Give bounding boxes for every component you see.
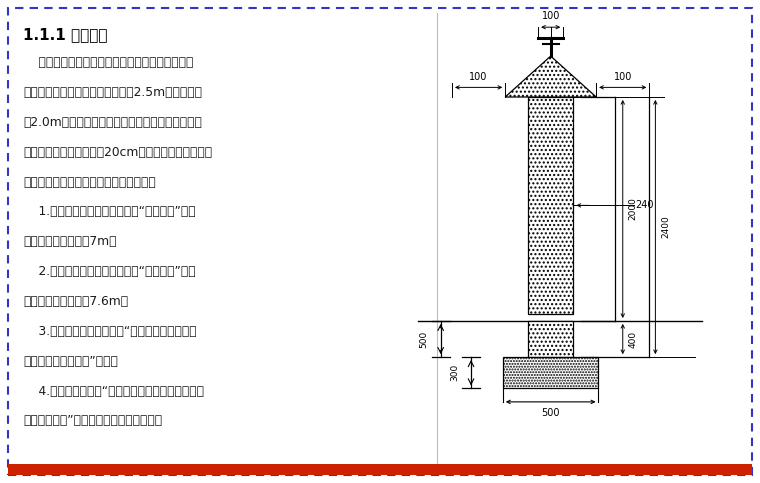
- Text: 1.牀小式：主要图案为企标加“南通二建”，为: 1.牀小式：主要图案为企标加“南通二建”，为: [24, 205, 196, 218]
- Text: 1.1.1 现场围挡: 1.1.1 现场围挡: [24, 27, 108, 42]
- Text: 4.靠近大门左侧为“建设单位、监理单位、设计单: 4.靠近大门左侧为“建设单位、监理单位、设计单: [24, 384, 204, 398]
- Bar: [8, 465, 752, 475]
- Text: 2400: 2400: [661, 216, 670, 239]
- Text: 400: 400: [629, 330, 638, 348]
- Text: 3.临街面或醒目位置应设“我们在此施工，给您: 3.临街面或醒目位置应设“我们在此施工，给您: [24, 325, 197, 338]
- Text: 于2.0m。市区主要路段临街面使用夾芯板或波纹彩: 于2.0m。市区主要路段临街面使用夾芯板或波纹彩: [24, 116, 202, 129]
- Text: 带来不便，敬请谅解”标语。: 带来不便，敬请谅解”标语。: [24, 355, 119, 368]
- Text: 240: 240: [635, 200, 654, 211]
- Text: 500: 500: [541, 408, 560, 418]
- Text: 白底蓝字，每组间隄7.6m。: 白底蓝字，每组间隄7.6m。: [24, 295, 128, 308]
- Text: 2.金属式：主要图案为企标加“南通二建”，为: 2.金属式：主要图案为企标加“南通二建”，为: [24, 265, 196, 278]
- Text: 300: 300: [450, 364, 459, 382]
- Text: 围墙可用牀小式，夾芯彩钉板式或波纹彩钉板。: 围墙可用牀小式，夾芯彩钉板式或波纹彩钉板。: [24, 56, 194, 69]
- Text: 市区主要路段临街困墙高度不低于2.5m，其余不低: 市区主要路段临街困墙高度不低于2.5m，其余不低: [24, 86, 202, 99]
- Text: 500: 500: [420, 330, 429, 348]
- Text: 100: 100: [541, 12, 560, 21]
- Bar: [503, 357, 598, 388]
- Text: 100: 100: [470, 71, 488, 82]
- Text: 位、施工单位”全称，右侧为工程效果图。: 位、施工单位”全称，右侧为工程效果图。: [24, 414, 163, 427]
- Bar: [528, 97, 574, 314]
- Text: 做支架，工字钉做立柱。围墙标志组合：: 做支架，工字钉做立柱。围墙标志组合：: [24, 175, 157, 188]
- Text: 100: 100: [613, 71, 632, 82]
- Text: 钉板的，必须牀小不小于20cm的基础。夾芯板用槽钉: 钉板的，必须牀小不小于20cm的基础。夾芯板用槽钉: [24, 146, 213, 158]
- Polygon shape: [505, 56, 596, 97]
- Text: 2000: 2000: [629, 198, 638, 220]
- Text: 白底蓝字，每组间隄7m。: 白底蓝字，每组间隄7m。: [24, 235, 117, 248]
- Bar: [528, 321, 574, 357]
